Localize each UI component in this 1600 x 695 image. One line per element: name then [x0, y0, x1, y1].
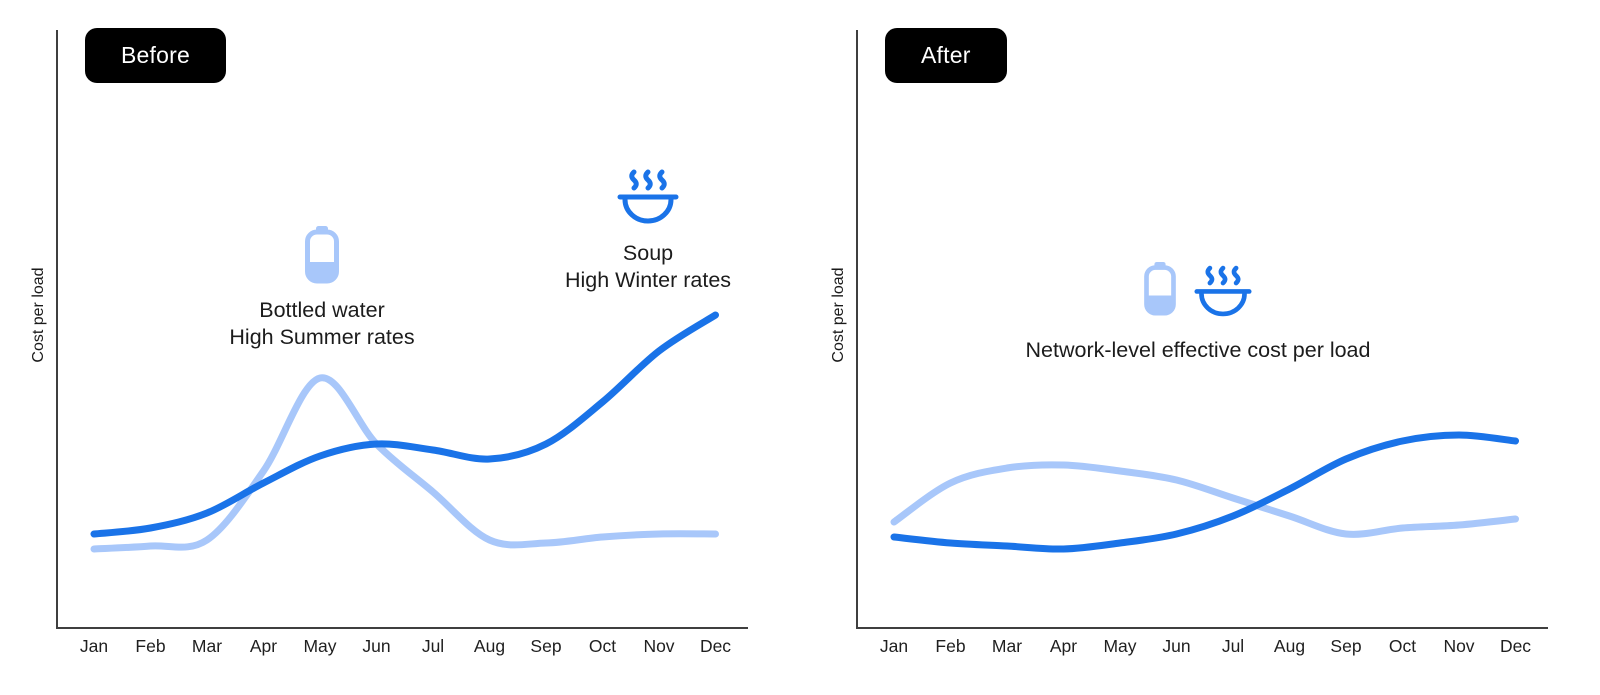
month-tick-label: Jun: [1162, 636, 1191, 656]
x-axis-months-before: Jan Feb Mar Apr May Jun Jul Aug Sep Oct Nov Dec: [58, 636, 748, 660]
month-tick-label: May: [303, 636, 337, 656]
month-tick-label: Jun: [362, 636, 391, 656]
month-tick-label: Jan: [79, 636, 109, 656]
y-axis-label-before: Cost per load: [30, 267, 47, 363]
month-tick-label: Sep: [530, 636, 562, 656]
month-tick-label: Nov: [1443, 636, 1475, 656]
month-tick-label: Oct: [1388, 636, 1417, 656]
month-tick-label: Aug: [473, 636, 506, 656]
soup-annotation: Soup High Winter rates: [518, 169, 778, 294]
before-badge: Before: [85, 28, 226, 83]
month-tick-label: May: [1103, 636, 1137, 656]
month-tick-label: Feb: [135, 636, 166, 656]
month-tick-label: Apr: [249, 636, 278, 656]
panel-before: Before Cost per load Jan Feb Mar Apr May Jun J…: [30, 28, 778, 660]
month-tick-label: Nov: [643, 636, 675, 656]
bottled-water-label: Bottled water: [259, 298, 385, 322]
bottle-icon: [1144, 262, 1176, 316]
month-tick-label: Mar: [191, 636, 223, 656]
month-tick-label: Sep: [1330, 636, 1362, 656]
month-tick-label: Oct: [588, 636, 617, 656]
panel-after: After Cost per load Jan Feb Mar Apr May Jun Ju…: [800, 0, 1600, 695]
series-line-soup: [90, 311, 719, 538]
series-line-bottled-water: [890, 461, 1519, 538]
month-tick-label: Aug: [1273, 636, 1306, 656]
network-cost-annotation: Network-level effective cost per load: [968, 262, 1428, 364]
month-tick-label: Dec: [1499, 636, 1532, 656]
soup-sublabel: High Winter rates: [564, 268, 732, 292]
soup-icon: [617, 169, 679, 224]
bottled-water-sublabel: High Summer rates: [229, 325, 415, 349]
soup-label: Soup: [622, 241, 674, 265]
month-tick-label: Feb: [935, 636, 966, 656]
month-tick-label: Dec: [699, 636, 732, 656]
bottle-icon: [305, 226, 339, 284]
month-tick-label: Jul: [421, 636, 445, 656]
after-badge: After: [885, 28, 1007, 83]
x-axis-months-after: Jan Feb Mar Apr May Jun Jul Aug Sep Oct Nov Dec: [858, 636, 1548, 660]
y-axis-label-after: Cost per load: [830, 267, 847, 363]
series-line-bottled-water: [90, 374, 719, 553]
series-line-soup: [890, 431, 1519, 553]
plot-area-after: [856, 30, 1548, 629]
plot-area-before: [56, 30, 748, 629]
soup-icon: [1194, 265, 1252, 317]
line-chart-after: [890, 431, 1519, 553]
bottled-water-annotation: Bottled water High Summer rates: [192, 226, 452, 351]
month-tick-label: Mar: [991, 636, 1023, 656]
line-chart-before: [90, 311, 719, 553]
month-tick-label: Jul: [1221, 636, 1245, 656]
month-tick-label: Jan: [879, 636, 909, 656]
network-cost-label: Network-level effective cost per load: [1025, 338, 1371, 362]
month-tick-label: Apr: [1049, 636, 1078, 656]
